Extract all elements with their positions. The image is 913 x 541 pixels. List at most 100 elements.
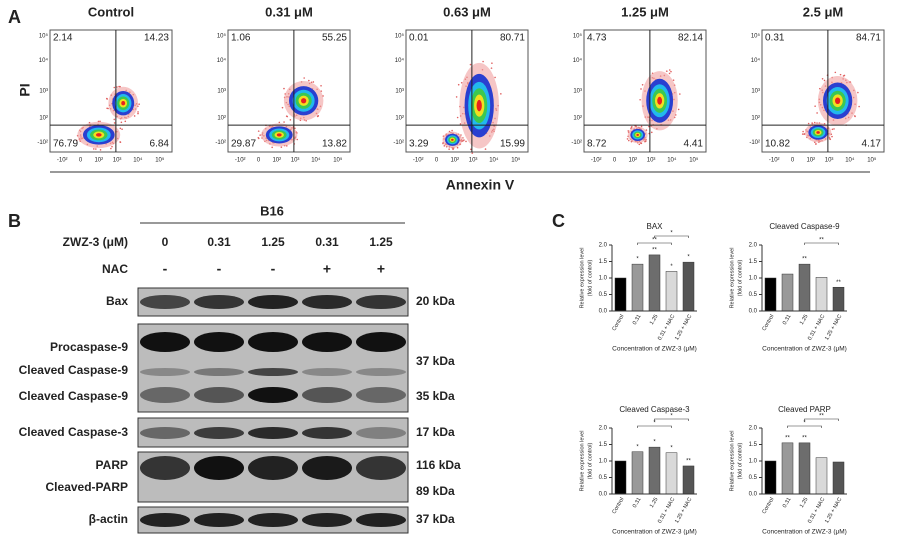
y-axis-label: Relative expression level — [729, 431, 735, 492]
x-tick-label: 10³ — [291, 158, 300, 164]
event-dot — [490, 67, 493, 69]
event-dot — [819, 87, 821, 90]
plot-frame — [583, 29, 707, 153]
kda-label: 89 kDa — [416, 484, 455, 498]
x-axis-label: Concentration of ZWZ-3 (μM) — [612, 346, 697, 353]
plot-title: Control — [88, 4, 134, 19]
y-tick-label: -10² — [37, 140, 48, 146]
bracket-label: * — [670, 414, 673, 420]
bracket — [654, 235, 689, 238]
y-tick-label: -10² — [571, 140, 582, 146]
event-dot — [665, 70, 668, 72]
kda-label: 37 kDa — [416, 354, 455, 368]
band — [356, 368, 406, 376]
band — [302, 427, 352, 439]
event-dot — [119, 141, 122, 144]
event-dot — [113, 118, 116, 121]
y-tick-label: 10³ — [395, 89, 404, 95]
y-tick-label: 10² — [39, 115, 48, 121]
quadrant-value: 2.14 — [53, 33, 73, 44]
band — [356, 387, 406, 403]
panel-label: B — [8, 211, 21, 231]
y-tick-label: 0.0 — [749, 309, 758, 315]
kda-label: 35 kDa — [416, 389, 455, 403]
event-dot — [641, 83, 644, 86]
event-dot — [259, 134, 261, 136]
event-dot — [75, 139, 78, 142]
bar — [815, 457, 828, 495]
band — [194, 368, 244, 376]
quadrant-value: 55.25 — [322, 33, 347, 44]
x-tick-label: 10³ — [469, 158, 478, 164]
band — [194, 427, 244, 439]
x-tick-label: Control — [611, 497, 625, 515]
x-tick-label: 10² — [450, 158, 459, 164]
nac-label: NAC — [102, 262, 128, 276]
significance: ** — [836, 280, 841, 286]
band — [302, 387, 352, 403]
x-tick-label: 0 — [435, 158, 439, 164]
event-dot — [638, 143, 641, 146]
nac-sign: - — [217, 261, 222, 277]
event-dot — [668, 72, 671, 75]
y-tick-label: 2.0 — [749, 243, 758, 249]
band — [356, 456, 406, 480]
band — [140, 332, 190, 352]
band — [248, 368, 298, 376]
x-tick-label: 10² — [806, 158, 815, 164]
event-dot — [92, 148, 95, 150]
event-dot — [271, 146, 273, 149]
dose: 1.25 — [261, 235, 285, 249]
y-tick-label: 10⁵ — [395, 33, 405, 40]
x-tick-label: 10⁵ — [867, 157, 877, 164]
significance: * — [653, 440, 656, 446]
event-dot — [283, 87, 285, 90]
y-tick-label: 0.5 — [749, 292, 758, 298]
y-tick-label: 0.0 — [599, 309, 608, 315]
event-dot — [113, 86, 116, 89]
y-tick-label: -10² — [749, 140, 760, 146]
nac-sign: + — [377, 261, 385, 277]
event-dot — [280, 146, 283, 148]
band — [140, 368, 190, 376]
x-tick-label: 10³ — [113, 158, 122, 164]
bracket-label: ** — [819, 238, 824, 244]
quadrant-value: 14.23 — [144, 33, 169, 44]
significance: ** — [652, 247, 657, 253]
kda-label: 37 kDa — [416, 512, 455, 526]
event-dot — [650, 131, 653, 134]
density-contour — [121, 101, 126, 106]
bracket-label: * — [803, 421, 806, 427]
event-dot — [124, 120, 127, 123]
event-dot — [630, 126, 633, 128]
band — [194, 387, 244, 403]
x-tick-label: 1.25 — [649, 497, 660, 509]
y-tick-label: 10³ — [573, 89, 582, 95]
y-tick-label: 10⁴ — [395, 57, 405, 64]
event-dot — [312, 81, 315, 83]
bracket-label: * — [653, 421, 656, 427]
bracket-label: * — [670, 231, 673, 237]
event-dot — [814, 105, 816, 107]
y-tick-label: -10² — [393, 140, 404, 146]
event-dot — [626, 138, 629, 140]
band — [248, 513, 298, 527]
event-dot — [137, 111, 139, 113]
y-tick-label: 10³ — [751, 89, 760, 95]
protein-label: Cleaved Caspase-9 — [19, 363, 129, 377]
y-axis-label: Relative expression level — [729, 248, 735, 309]
dose-label: ZWZ-3 (μM) — [63, 235, 128, 249]
event-dot — [500, 93, 502, 95]
x-tick-label: 10² — [628, 158, 637, 164]
nac-sign: - — [271, 261, 276, 277]
protein-label: Cleaved Caspase-3 — [19, 425, 129, 439]
event-dot — [116, 86, 118, 88]
y-tick-label: 0.0 — [599, 492, 608, 498]
event-dot — [677, 108, 680, 111]
x-tick-label: Control — [761, 314, 775, 332]
plot-frame — [761, 29, 885, 153]
plot-title: 1.25 μM — [621, 4, 669, 19]
event-dot — [110, 147, 112, 150]
density-contour — [301, 98, 307, 104]
band — [140, 513, 190, 527]
